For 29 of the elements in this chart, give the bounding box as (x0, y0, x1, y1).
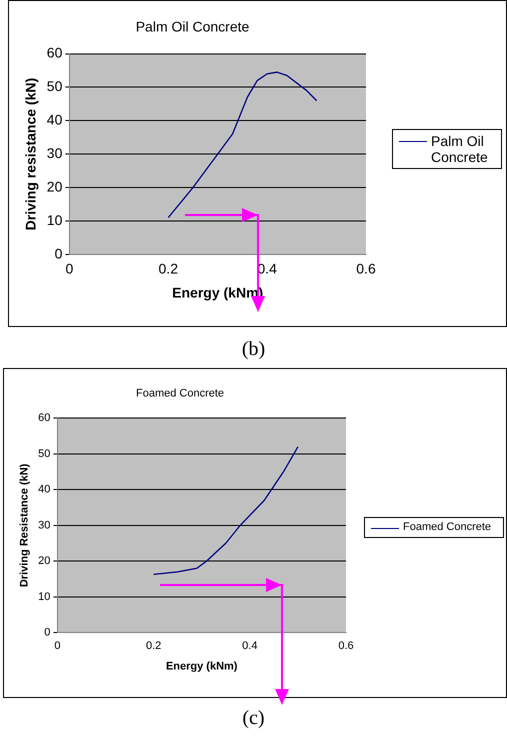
y-tick-label: 50 (38, 448, 50, 460)
chart-title: Foamed Concrete (136, 388, 224, 400)
x-tick-label: 0 (65, 260, 74, 277)
text: (b) (240, 338, 266, 361)
y-tick-label: 30 (38, 519, 50, 532)
y-tick-label: 60 (46, 44, 63, 61)
y-tick-label: 40 (46, 112, 63, 128)
text: (c) (241, 707, 266, 730)
y-tick-label: 60 (38, 412, 50, 424)
x-tick-label: 0.2 (158, 260, 178, 277)
y-tick-label: 30 (46, 144, 63, 161)
legend-label: Palm Oil Concrete (431, 133, 489, 166)
x-tick-label: 0.2 (146, 640, 162, 652)
x-axis-title: Energy (kNm) (166, 660, 238, 672)
y-tick-label: 10 (46, 212, 63, 228)
y-tick-label: 0 (54, 245, 63, 262)
y-tick-label: 40 (38, 484, 50, 496)
x-tick-label: 0.6 (356, 260, 376, 277)
y-axis-title: Driving Resistance (kN) (18, 463, 31, 588)
y-axis-title: Driving resistance (kN) (22, 78, 38, 230)
legend-label: Foamed Concrete (403, 521, 492, 534)
chart-title: Palm Oil Concrete (136, 18, 250, 34)
x-tick-label: 0.6 (338, 640, 354, 652)
y-tick-label: 20 (38, 555, 50, 568)
y-tick-label: 0 (44, 626, 50, 639)
y-tick-label: 20 (46, 178, 63, 194)
y-tick-label: 50 (46, 78, 63, 94)
y-tick-label: 10 (38, 590, 50, 603)
x-tick-label: 0.4 (242, 640, 258, 652)
